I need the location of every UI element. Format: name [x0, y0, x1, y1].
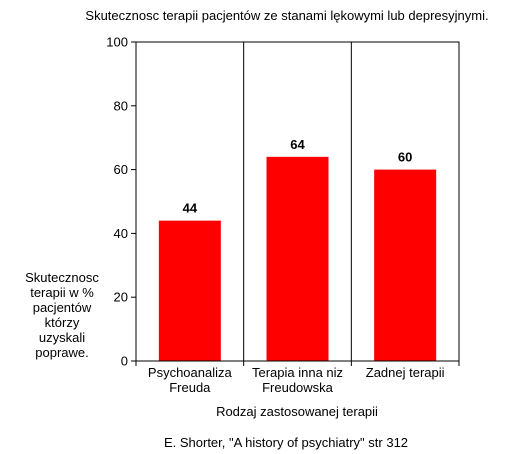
y-tick-label: 60	[114, 162, 128, 177]
x-ticks-group: Psychoanaliza Freuda Terapia inna niz Freud…	[135, 361, 460, 395]
chart-title: Skutecznosc terapii pacjentów ze stanami…	[85, 8, 488, 23]
bar	[266, 156, 329, 361]
x-tick-label: Psychoanaliza Freuda	[148, 365, 233, 395]
x-tick-label: Terapia inna niz Freudowska	[252, 365, 343, 395]
y-tick-label: 20	[114, 290, 128, 305]
y-tick-label: 0	[121, 354, 128, 369]
bar-value-label: 44	[183, 201, 198, 216]
y-tick-label: 40	[114, 226, 128, 241]
y-ticks-group: 0 20 40 60 80 100	[106, 35, 136, 369]
plot-frame	[135, 41, 460, 362]
source-note: E. Shorter, "A history of psychiatry" st…	[164, 435, 408, 450]
bar-value-label: 64	[290, 137, 305, 152]
axes-group	[135, 41, 460, 362]
bar	[158, 220, 221, 361]
y-axis-label: Skutecznosc terapii w % pacjentów którzy…	[25, 270, 99, 360]
x-axis-label: Rodzaj zastosowanej terapii	[216, 404, 378, 419]
bar-value-label: 60	[398, 150, 412, 165]
x-tick-label: Zadnej terapii	[366, 365, 445, 380]
bar	[374, 169, 437, 361]
y-tick-label: 80	[114, 98, 128, 113]
y-tick-label: 100	[106, 35, 128, 50]
bars-group: 44 64 60	[158, 137, 437, 361]
